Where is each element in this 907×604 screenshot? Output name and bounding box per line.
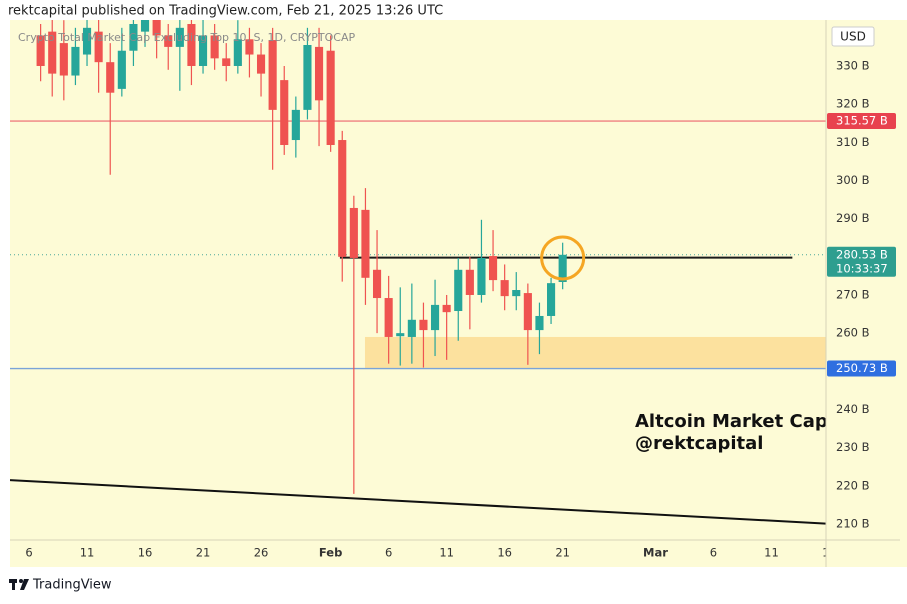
annotation: @rektcapital	[635, 433, 763, 454]
candle-body	[82, 27, 92, 55]
footer-brand: TradingView	[32, 578, 112, 593]
x-tick-label: 21	[555, 546, 570, 560]
candle-body	[106, 62, 115, 93]
candle-body	[222, 58, 231, 66]
candle-body	[59, 43, 68, 76]
y-tick-label: 330 B	[836, 58, 870, 72]
candle-body	[303, 44, 312, 110]
candle-body	[384, 298, 393, 337]
x-tick-label: 11	[764, 546, 779, 560]
candle-body	[535, 315, 544, 331]
y-tick-label: 300 B	[836, 173, 870, 187]
candle-body	[117, 50, 126, 89]
y-tick-label: 260 B	[836, 326, 870, 340]
candle-body	[547, 283, 556, 316]
price-axis	[826, 20, 907, 567]
candle-body	[500, 280, 509, 297]
candle-body	[233, 39, 242, 66]
candle-body	[198, 35, 208, 66]
x-tick-label: 11	[80, 546, 95, 560]
candle-body	[175, 27, 184, 47]
x-tick-label: 21	[196, 546, 211, 560]
y-tick-label: 230 B	[836, 440, 870, 454]
candle-body	[140, 20, 150, 32]
candle-body	[291, 109, 300, 141]
candle-body	[94, 31, 103, 63]
y-tick-label: 270 B	[836, 287, 870, 301]
candle-body	[71, 46, 80, 76]
x-tick-label: Feb	[319, 546, 342, 560]
candle-body	[430, 304, 440, 331]
x-tick-label: 16	[138, 546, 153, 560]
plot-area	[10, 20, 826, 525]
candle-body	[558, 254, 567, 283]
x-tick-label: 6	[710, 546, 717, 560]
x-tick-label: Mar	[643, 546, 668, 560]
highlight-circle	[540, 235, 586, 281]
overlay: Altcoin Market Cap@rektcapital 6 11 16 21 26 F…	[10, 20, 907, 567]
candle-body	[442, 304, 451, 313]
header: rektcapital published on TradingView.com…	[8, 4, 443, 19]
price-label-box	[827, 113, 896, 130]
price-label-box	[827, 360, 896, 377]
candle-body	[36, 35, 45, 66]
candle-body	[268, 40, 277, 110]
candle-body	[512, 290, 521, 297]
candle-body	[361, 209, 370, 278]
candle-body	[280, 80, 289, 145]
x-tick-label: 6	[25, 546, 32, 560]
annotation: Altcoin Market Cap	[635, 411, 828, 432]
candle-body	[326, 50, 335, 145]
currency: USD	[840, 30, 866, 44]
y-tick-label: 240 B	[836, 402, 870, 416]
support-zone	[364, 336, 826, 369]
candle-body	[48, 31, 57, 74]
candle-body	[419, 319, 428, 331]
symbol-title: Crypto Total Market Cap Excluding Top 10…	[18, 31, 356, 44]
countdown: 10:33:37	[836, 261, 888, 275]
candle-body	[477, 257, 486, 295]
y-tick-label: 320 B	[836, 97, 870, 111]
candle-body	[465, 269, 474, 295]
y-tick-label: 220 B	[836, 478, 870, 492]
candle-body	[256, 54, 266, 74]
currency-box	[831, 26, 875, 47]
x-tick-label: 16	[497, 546, 512, 560]
price-label: 315.57 B	[836, 114, 888, 128]
trend-line	[10, 479, 826, 525]
price-label: 250.73 B	[836, 361, 888, 375]
footer-logo: TradingView	[9, 578, 112, 593]
candle-body	[488, 256, 498, 281]
x-tick-label: 11	[439, 546, 454, 560]
y-tick-label: 210 B	[836, 516, 870, 530]
price-label: 280.53 B	[836, 247, 888, 261]
y-tick-label: 290 B	[836, 211, 870, 225]
candle-body	[349, 207, 358, 258]
candle-body	[338, 140, 347, 257]
price-label-box	[827, 246, 896, 277]
candle-body	[372, 269, 382, 299]
candle-body	[187, 24, 196, 66]
x-tick-label: 6	[385, 546, 392, 560]
candle-body	[152, 20, 161, 36]
candle-body	[210, 35, 219, 59]
y-tick-label: 310 B	[836, 135, 870, 149]
candle-body	[164, 35, 173, 47]
candle-body	[454, 269, 463, 312]
candle-body	[523, 293, 532, 331]
candle-body	[129, 24, 138, 51]
candle-body	[314, 46, 324, 101]
candle-body	[407, 319, 416, 337]
x-tick-label: 26	[254, 546, 269, 560]
candle-body	[245, 39, 254, 55]
candle-body	[396, 333, 405, 337]
